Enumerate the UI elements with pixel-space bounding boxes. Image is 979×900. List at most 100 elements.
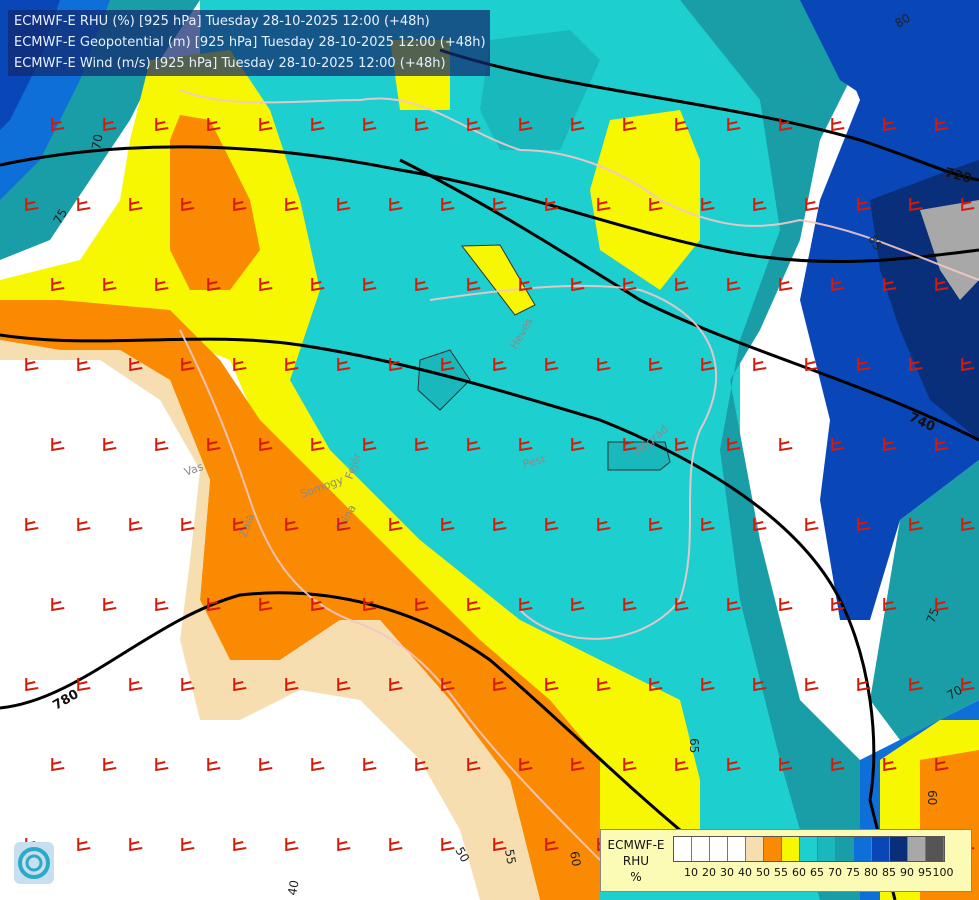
wind-barb <box>467 118 481 132</box>
legend-swatch <box>728 837 746 861</box>
wind-barb <box>805 518 819 532</box>
wind-barb <box>519 758 533 772</box>
legend-swatches <box>673 836 945 862</box>
wind-barb <box>727 438 741 452</box>
wind-barb <box>857 678 871 692</box>
contour-label-50: 50 <box>452 845 472 865</box>
wind-barb <box>779 118 793 132</box>
wind-barb <box>129 838 143 852</box>
wind-barb <box>961 198 975 212</box>
legend-tick-label: 95 <box>918 866 932 879</box>
wind-barb <box>389 518 403 532</box>
wind-barb <box>519 438 533 452</box>
wind-barb <box>909 678 923 692</box>
wind-barb <box>25 358 39 372</box>
contour-label-80: 80 <box>893 11 913 31</box>
isoline-760 <box>0 591 702 861</box>
rhu-zone-75-c <box>870 460 979 740</box>
wind-barb <box>519 598 533 612</box>
wind-barb <box>389 838 403 852</box>
legend-swatch <box>782 837 800 861</box>
legend-tick-label: 65 <box>810 866 824 879</box>
wind-barb <box>51 598 65 612</box>
legend-swatch <box>674 837 692 861</box>
wind-barb <box>597 198 611 212</box>
contour-label-70-b: 70 <box>945 683 965 703</box>
legend-tick-label: 100 <box>932 866 954 879</box>
wind-barb <box>233 518 247 532</box>
wind-barb <box>831 598 845 612</box>
wind-barb <box>857 358 871 372</box>
legend-tick-label: 85 <box>882 866 896 879</box>
wind-barb <box>649 678 663 692</box>
isoline-740 <box>0 333 897 900</box>
legend-tick-label: 50 <box>756 866 770 879</box>
wind-barb <box>363 118 377 132</box>
wind-barb <box>181 678 195 692</box>
wind-barb <box>415 438 429 452</box>
wind-barb <box>571 598 585 612</box>
wind-barb <box>883 438 897 452</box>
wind-barb <box>623 278 637 292</box>
wind-barb <box>77 198 91 212</box>
wind-barb <box>831 758 845 772</box>
wind-barb <box>363 278 377 292</box>
wind-barb <box>155 598 169 612</box>
wind-barb <box>363 438 377 452</box>
wind-barb <box>233 198 247 212</box>
wind-barb <box>935 438 949 452</box>
rhu-zone-55-b <box>0 300 600 900</box>
wind-barb <box>129 518 143 532</box>
legend-tick-label: 40 <box>738 866 752 879</box>
wind-barb <box>415 118 429 132</box>
wind-barb <box>285 838 299 852</box>
wind-barb <box>701 198 715 212</box>
rhu-zone-75 <box>680 0 860 900</box>
wind-barb <box>701 358 715 372</box>
legend-swatch <box>854 837 872 861</box>
wind-barb <box>337 838 351 852</box>
contour-label-60: 60 <box>925 790 939 805</box>
wind-barb <box>441 358 455 372</box>
rhu-zone-75-b <box>480 30 600 150</box>
wind-barb <box>649 198 663 212</box>
wind-barb <box>779 598 793 612</box>
wind-barb <box>129 678 143 692</box>
wind-barb <box>519 118 533 132</box>
wind-barb <box>25 678 39 692</box>
wind-barb <box>571 278 585 292</box>
ecmwf-logo-icon <box>14 842 54 884</box>
wind-barb <box>753 358 767 372</box>
legend-swatch <box>818 837 836 861</box>
wind-barb <box>649 358 663 372</box>
wind-barb <box>961 358 975 372</box>
wind-barb <box>571 438 585 452</box>
contour-label-40: 40 <box>285 879 301 896</box>
wind-barb <box>597 678 611 692</box>
legend-swatch <box>836 837 854 861</box>
legend-tick-label: 70 <box>828 866 842 879</box>
wind-barb <box>77 838 91 852</box>
wind-barb <box>389 678 403 692</box>
wind-barb <box>467 278 481 292</box>
wind-barb <box>805 358 819 372</box>
wind-barb <box>181 358 195 372</box>
wind-barb <box>337 358 351 372</box>
legend-swatch <box>746 837 764 861</box>
legend-swatch <box>908 837 926 861</box>
wind-barb <box>701 518 715 532</box>
legend-tick-label: 30 <box>720 866 734 879</box>
rhu-zone-75-d <box>417 349 471 411</box>
legend-unit: % <box>630 870 642 884</box>
wind-barb <box>51 118 65 132</box>
wind-barb <box>337 198 351 212</box>
wind-barb <box>389 358 403 372</box>
wind-barb <box>961 678 975 692</box>
wind-barb <box>259 758 273 772</box>
wind-barb <box>51 758 65 772</box>
wind-barb <box>51 438 65 452</box>
rhu-zone-50 <box>0 340 540 900</box>
wind-barb <box>831 438 845 452</box>
wind-barb <box>155 438 169 452</box>
contour-label-85: 85 <box>865 233 885 253</box>
